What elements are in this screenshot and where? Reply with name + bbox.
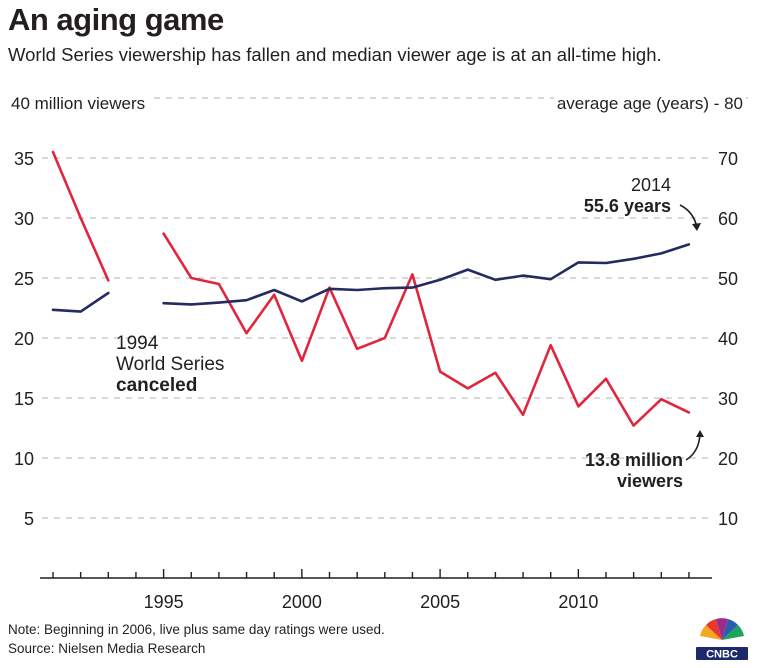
strike-canceled-label: canceled xyxy=(116,375,197,396)
age-arrow-head xyxy=(692,223,701,231)
viewers-arrow-head xyxy=(696,430,704,437)
age-line-segment xyxy=(162,243,691,306)
right-tick-label: 20 xyxy=(718,449,738,469)
x-tick-label: 2010 xyxy=(558,592,598,612)
left-axis-label: 40 million viewers xyxy=(8,94,149,114)
left-tick-label: 5 xyxy=(24,509,34,529)
right-tick-label: 50 xyxy=(718,269,738,289)
age-value-label: 55.6 years xyxy=(584,196,671,216)
viewers-annotation: 13.8 million viewers xyxy=(585,430,704,491)
left-tick-label: 20 xyxy=(14,329,34,349)
strike-annotation: 1994 World Series canceled xyxy=(116,333,224,396)
x-tick-label: 1995 xyxy=(144,592,184,612)
source-note: Source: Nielsen Media Research xyxy=(8,641,206,656)
logo-text: CNBC xyxy=(706,649,738,661)
age-year-label: 2014 xyxy=(631,175,671,195)
strike-year-label: 1994 xyxy=(116,333,159,354)
left-tick-label: 35 xyxy=(14,149,34,169)
footnote: Note: Beginning in 2006, live plus same … xyxy=(8,622,385,637)
left-axis-ticks: 5 10 15 20 25 30 35 xyxy=(14,149,34,529)
age-annotation: 2014 55.6 years xyxy=(584,175,701,231)
viewers-value-label: 13.8 million xyxy=(585,450,683,470)
right-tick-label: 60 xyxy=(718,209,738,229)
left-tick-label: 30 xyxy=(14,209,34,229)
viewers-line-segment xyxy=(51,150,110,282)
right-axis-label: average age (years) - 80 xyxy=(553,94,746,114)
viewers-arrow xyxy=(685,433,701,461)
x-tick-label: 2005 xyxy=(420,592,460,612)
strike-text-label: World Series xyxy=(116,354,224,375)
right-tick-label: 70 xyxy=(718,149,738,169)
chart-title: An aging game xyxy=(8,2,224,37)
left-tick-label: 25 xyxy=(14,269,34,289)
chart-subtitle: World Series viewership has fallen and m… xyxy=(8,44,662,65)
right-tick-label: 10 xyxy=(718,509,738,529)
left-tick-label: 15 xyxy=(14,389,34,409)
age-line-segment xyxy=(51,291,110,313)
cnbc-logo-icon: CNBC xyxy=(696,618,748,661)
x-tick-label: 2000 xyxy=(282,592,322,612)
series-lines xyxy=(51,150,691,427)
right-tick-label: 40 xyxy=(718,329,738,349)
right-tick-label: 30 xyxy=(718,389,738,409)
viewers-line-segment xyxy=(162,232,691,427)
x-axis: 1995 2000 2005 2010 xyxy=(40,569,712,612)
right-axis-ticks: 10 20 30 40 50 60 70 xyxy=(718,149,738,529)
left-tick-label: 10 xyxy=(14,449,34,469)
viewers-unit-label: viewers xyxy=(617,471,683,491)
